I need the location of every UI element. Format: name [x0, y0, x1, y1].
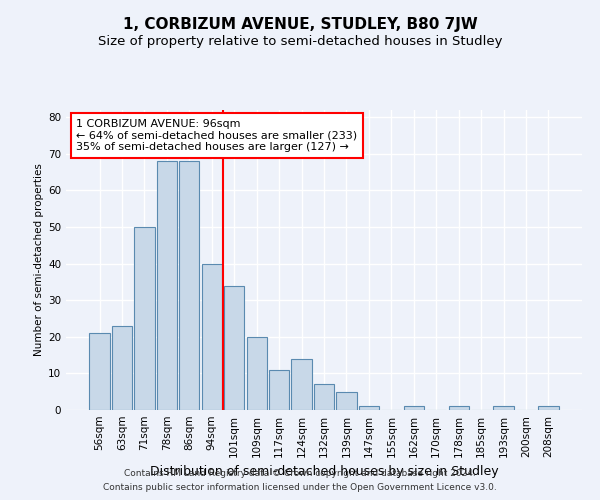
Bar: [359, 406, 379, 410]
Bar: [292, 359, 311, 410]
Bar: [157, 161, 177, 410]
Bar: [179, 161, 199, 410]
Bar: [404, 406, 424, 410]
Text: 1 CORBIZUM AVENUE: 96sqm
← 64% of semi-detached houses are smaller (233)
35% of : 1 CORBIZUM AVENUE: 96sqm ← 64% of semi-d…: [76, 119, 358, 152]
Bar: [224, 286, 244, 410]
Text: Contains HM Land Registry data © Crown copyright and database right 2024.: Contains HM Land Registry data © Crown c…: [124, 468, 476, 477]
Text: Size of property relative to semi-detached houses in Studley: Size of property relative to semi-detach…: [98, 35, 502, 48]
Bar: [134, 227, 155, 410]
Bar: [538, 406, 559, 410]
Bar: [314, 384, 334, 410]
Bar: [112, 326, 132, 410]
Text: Contains public sector information licensed under the Open Government Licence v3: Contains public sector information licen…: [103, 484, 497, 492]
Bar: [337, 392, 356, 410]
Y-axis label: Number of semi-detached properties: Number of semi-detached properties: [34, 164, 44, 356]
X-axis label: Distribution of semi-detached houses by size in Studley: Distribution of semi-detached houses by …: [149, 466, 499, 478]
Bar: [202, 264, 222, 410]
Bar: [247, 337, 267, 410]
Bar: [449, 406, 469, 410]
Text: 1, CORBIZUM AVENUE, STUDLEY, B80 7JW: 1, CORBIZUM AVENUE, STUDLEY, B80 7JW: [122, 18, 478, 32]
Bar: [493, 406, 514, 410]
Bar: [89, 333, 110, 410]
Bar: [269, 370, 289, 410]
